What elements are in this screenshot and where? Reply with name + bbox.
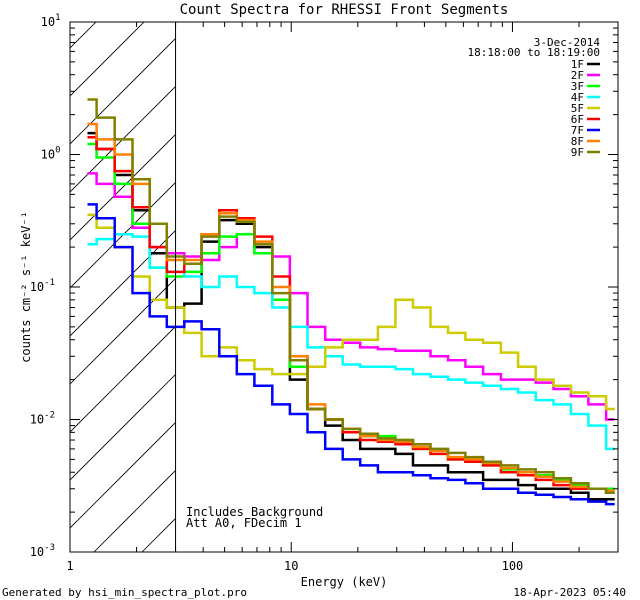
- y-tick-label: 10-1: [30, 278, 55, 294]
- series-line-6F: [87, 135, 615, 495]
- axis-ticks: 1 10 100 10-3 10-2 10-1 100 101: [30, 13, 619, 573]
- hatch-line: [70, 133, 176, 241]
- y-axis-label: counts cm⁻² s⁻¹ keV⁻¹: [19, 211, 33, 363]
- series-line-7F: [87, 203, 615, 506]
- legend-label-1F: 1F: [571, 58, 584, 71]
- x-tick-label: 100: [502, 559, 524, 573]
- date-label: 3-Dec-2014: [534, 36, 601, 49]
- y-tick-label: 101: [41, 13, 61, 29]
- footer-timestamp: 18-Apr-2023 05:40: [513, 586, 626, 599]
- legend-label-3F: 3F: [571, 80, 584, 93]
- hatch-line: [70, 181, 176, 289]
- series-line-5F: [87, 213, 615, 411]
- chart-title: Count Spectra for RHESSI Front Segments: [180, 2, 509, 18]
- hatched-region: [70, 22, 176, 552]
- y-tick-label: 10-3: [30, 543, 55, 559]
- y-tick-label: 100: [41, 146, 61, 162]
- legend-label-2F: 2F: [571, 69, 584, 82]
- hatch-line: [70, 421, 176, 529]
- legend-label-7F: 7F: [571, 124, 584, 137]
- y-tick-label: 10-2: [30, 411, 55, 427]
- x-axis-label: Energy (keV): [301, 575, 388, 589]
- annotation-background: Includes Background: [186, 505, 323, 519]
- footer-generated-by: Generated by hsi_min_spectra_plot.pro: [2, 586, 247, 599]
- legend-label-8F: 8F: [571, 135, 584, 148]
- annotation-attenuator: Att A0, FDecim 1: [186, 516, 302, 530]
- time-range-label: 18:18:00 to 18:19:00: [468, 46, 600, 59]
- legend-label-6F: 6F: [571, 113, 584, 126]
- legend-label-5F: 5F: [571, 102, 584, 115]
- legend-label-9F: 9F: [571, 146, 584, 159]
- hatch-line: [70, 373, 176, 481]
- x-tick-label: 1: [66, 559, 73, 573]
- x-tick-label: 10: [284, 559, 298, 573]
- legend-label-4F: 4F: [571, 91, 584, 104]
